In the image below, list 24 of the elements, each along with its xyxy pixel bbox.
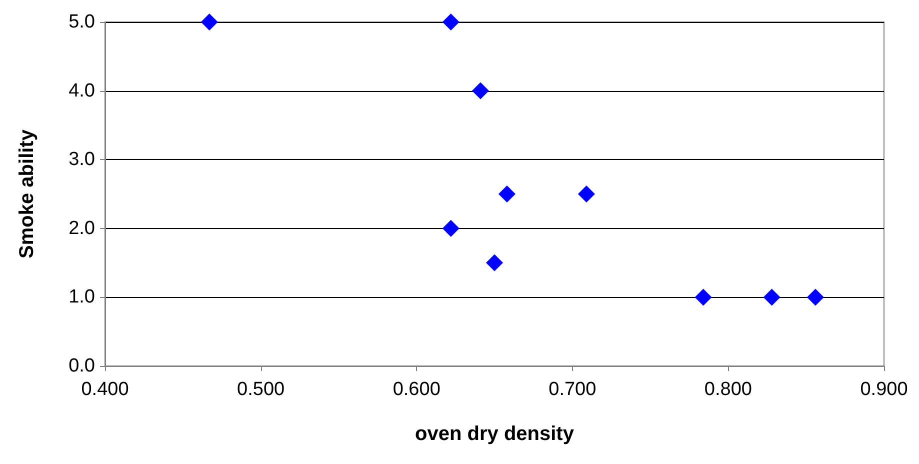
x-tick-label: 0.900 <box>860 379 908 400</box>
y-tick-label: 0.0 <box>68 356 95 376</box>
point <box>694 288 712 306</box>
point <box>498 186 516 202</box>
y-tick-label: 1.0 <box>68 286 95 308</box>
point <box>578 186 595 202</box>
point <box>472 82 489 100</box>
point <box>200 14 218 30</box>
x-tick-label: 0.800 <box>704 379 752 400</box>
y-tick-label: 2.0 <box>68 218 95 239</box>
point <box>806 288 824 306</box>
y-tick-label: 5.0 <box>68 12 95 32</box>
x-tick-label: 0.600 <box>392 379 440 400</box>
x-axis-title: oven dry density <box>415 423 575 445</box>
point <box>486 254 503 272</box>
point <box>763 288 780 306</box>
x-tick-label: 0.700 <box>548 379 596 400</box>
x-tick-label: 0.400 <box>81 379 129 400</box>
point <box>442 14 460 30</box>
y-tick-label: 3.0 <box>68 149 95 170</box>
y-tick-label: 4.0 <box>68 80 95 102</box>
y-axis-title: Smoke ability <box>16 128 38 258</box>
point <box>442 220 460 237</box>
x-tick-label: 0.500 <box>237 379 285 400</box>
